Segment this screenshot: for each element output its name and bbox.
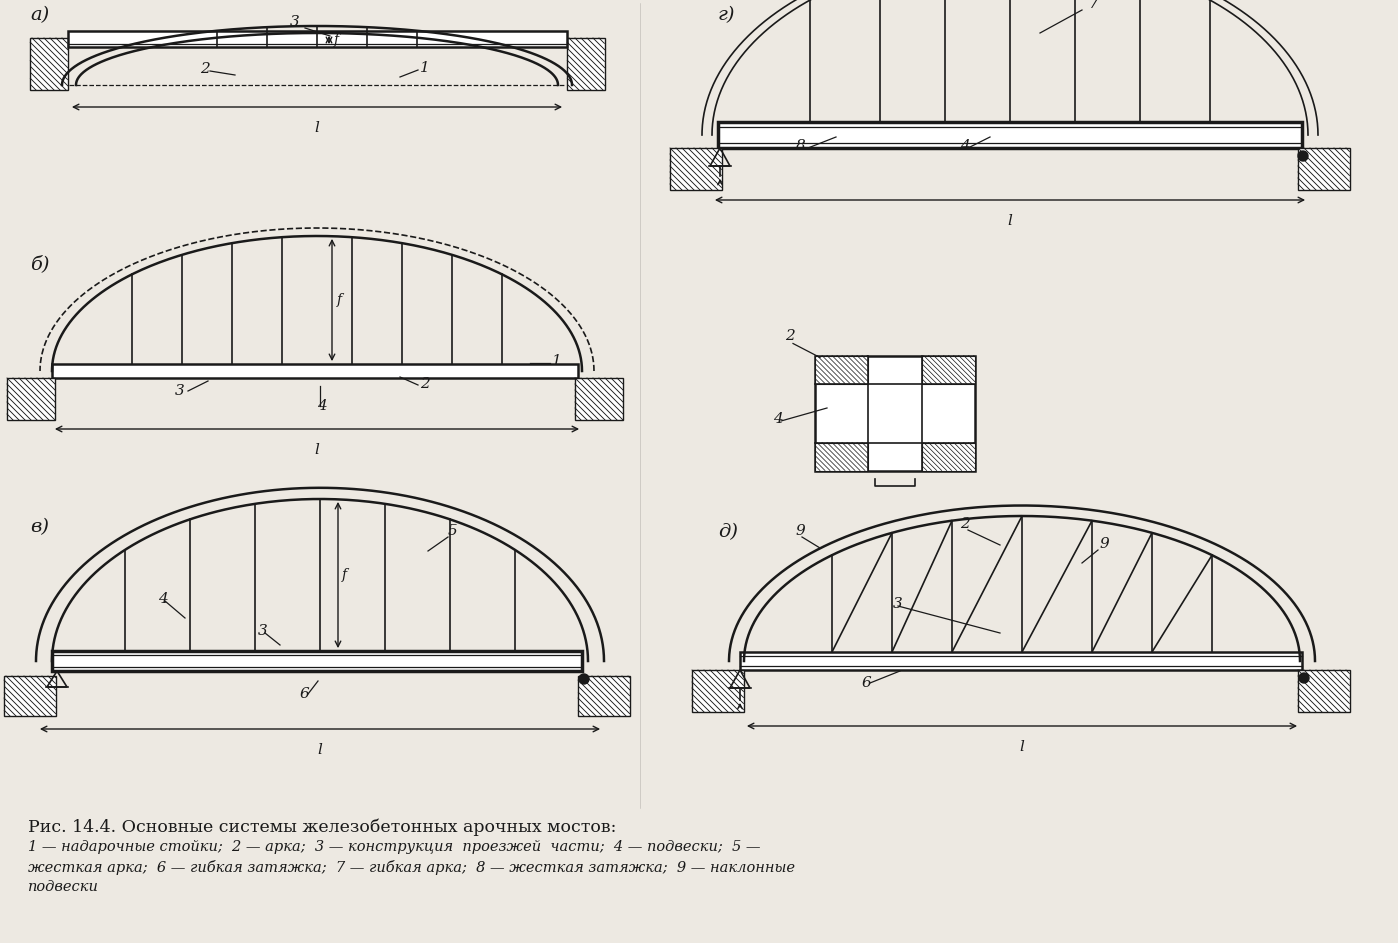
Circle shape — [1297, 151, 1309, 161]
Text: 4: 4 — [158, 592, 168, 606]
Bar — [670, 148, 721, 190]
Text: 5: 5 — [447, 524, 457, 538]
Text: l: l — [317, 743, 323, 757]
Text: 7: 7 — [1088, 0, 1097, 11]
Text: а): а) — [29, 6, 49, 24]
Text: 1: 1 — [419, 61, 429, 75]
Bar — [52, 364, 577, 378]
Text: f: f — [343, 568, 347, 582]
Text: 6: 6 — [863, 676, 872, 690]
Text: f: f — [334, 33, 340, 47]
Bar — [815, 356, 974, 471]
Bar — [921, 442, 974, 471]
Text: 2: 2 — [200, 62, 210, 76]
Text: жесткая арка;  6 — гибкая затяжка;  7 — гибкая арка;  8 — жесткая затяжка;  9 — : жесткая арка; 6 — гибкая затяжка; 7 — ги… — [28, 860, 795, 875]
Text: l: l — [315, 443, 319, 457]
Text: l: l — [1008, 214, 1012, 228]
Text: 3: 3 — [259, 624, 268, 638]
Text: 9: 9 — [1100, 537, 1110, 551]
Bar — [719, 122, 1302, 148]
Text: 2: 2 — [960, 517, 970, 531]
Circle shape — [579, 674, 589, 684]
Bar — [815, 442, 868, 471]
Text: 6: 6 — [301, 687, 310, 701]
Bar — [1297, 148, 1350, 190]
Bar — [1297, 670, 1350, 712]
Bar — [692, 670, 744, 712]
Bar — [577, 676, 630, 716]
Text: 1 — надарочные стойки;  2 — арка;  3 — конструкция  проезжей  части;  4 — подвес: 1 — надарочные стойки; 2 — арка; 3 — кон… — [28, 840, 761, 854]
Bar — [52, 651, 582, 671]
Text: 4: 4 — [960, 139, 970, 153]
Text: 1: 1 — [552, 354, 562, 368]
Text: 3: 3 — [289, 15, 299, 29]
Text: б): б) — [29, 255, 49, 273]
Text: подвески: подвески — [28, 880, 99, 894]
Bar — [7, 378, 55, 420]
Bar — [921, 356, 974, 384]
Text: 2: 2 — [419, 377, 429, 391]
Text: г): г) — [719, 6, 735, 24]
Circle shape — [1299, 673, 1309, 683]
Text: 3: 3 — [175, 384, 185, 398]
Text: в): в) — [29, 518, 49, 536]
Text: f: f — [337, 293, 343, 307]
Text: 4: 4 — [773, 412, 783, 426]
Text: 4: 4 — [317, 399, 327, 413]
Text: 8: 8 — [795, 139, 805, 153]
Text: l: l — [1019, 740, 1025, 754]
Text: 9: 9 — [795, 524, 805, 538]
Bar — [4, 676, 56, 716]
Text: 2: 2 — [786, 329, 794, 343]
Bar — [69, 31, 568, 47]
Text: д): д) — [719, 523, 738, 541]
Bar — [568, 38, 605, 90]
Text: 3: 3 — [893, 597, 903, 611]
Bar — [29, 38, 69, 90]
Text: Рис. 14.4. Основные системы железобетонных арочных мостов:: Рис. 14.4. Основные системы железобетонн… — [28, 818, 617, 835]
Bar — [575, 378, 624, 420]
Bar — [815, 356, 868, 384]
Bar — [740, 652, 1302, 670]
Text: l: l — [315, 121, 319, 135]
